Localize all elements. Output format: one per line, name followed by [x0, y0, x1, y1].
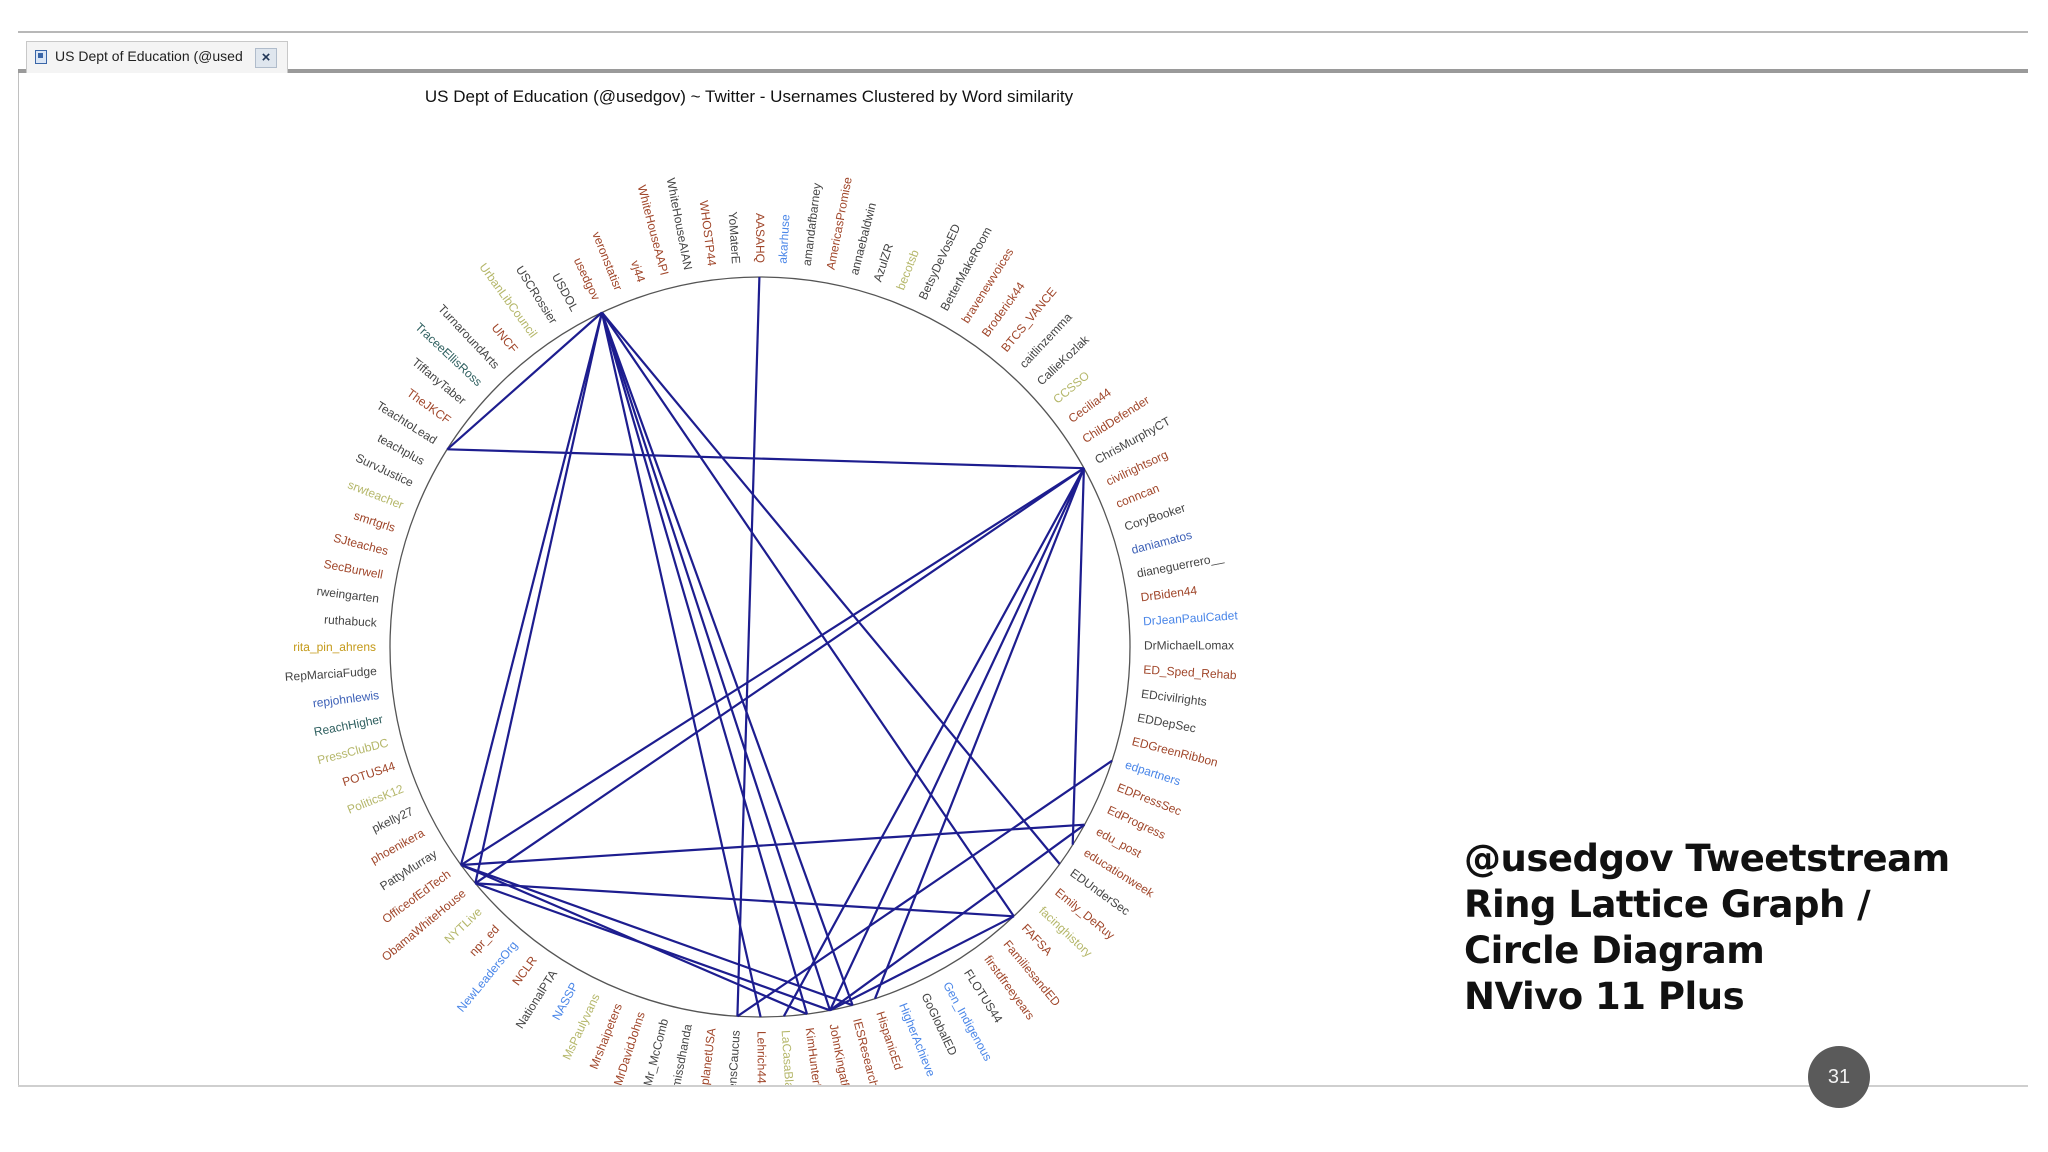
node-label[interactable]: edpartners	[1124, 758, 1183, 789]
node-label[interactable]: ruthabuck	[324, 613, 378, 630]
node-label[interactable]: KimHunterReed	[803, 1027, 828, 1085]
node-label[interactable]: MAWomensCaucus	[722, 1030, 742, 1085]
node-label[interactable]: DrBiden44	[1140, 583, 1198, 604]
diagram-title: US Dept of Education (@usedgov) ~ Twitte…	[424, 87, 1074, 106]
node-label[interactable]: TurnaroundArts	[435, 302, 502, 372]
node-label[interactable]: AzulZR	[871, 241, 897, 283]
node-label[interactable]: MedplanetUSA	[695, 1027, 719, 1085]
node-label[interactable]: rita_pin_ahrens	[293, 640, 376, 654]
node-label[interactable]: smrtgrls	[352, 508, 397, 534]
node-label[interactable]: dianeguerrero__	[1136, 550, 1225, 580]
window-top-border	[18, 31, 2028, 33]
document-tab[interactable]: US Dept of Education (@used ×	[26, 41, 288, 73]
diagram-canvas: US Dept of Education (@usedgov) ~ Twitte…	[18, 73, 2029, 1085]
node-label[interactable]: WhiteHouseAIAN	[664, 177, 695, 271]
edge-line	[460, 467, 1085, 866]
node-label[interactable]: pkelly27	[370, 804, 416, 836]
node-label[interactable]: ED_Sped_Rehab	[1143, 663, 1237, 683]
edge-line	[474, 467, 1085, 885]
document-tab-bar: US Dept of Education (@used ×	[18, 33, 2028, 73]
node-label[interactable]: RepMarciaFudge	[284, 664, 377, 684]
node-label[interactable]: AASAHQ	[753, 213, 767, 263]
slide-page-number: 31	[1808, 1046, 1870, 1108]
node-label[interactable]: CoryBooker	[1123, 501, 1188, 534]
node-label[interactable]: Lehrich44	[755, 1031, 769, 1084]
edge-line	[459, 312, 603, 866]
node-label[interactable]: NASSP	[549, 980, 581, 1022]
edge-line	[600, 312, 832, 1011]
circle-diagram: akarhuse amandafbarney AmericasPromiseanna…	[284, 176, 1239, 1085]
node-label[interactable]: vj44	[628, 259, 648, 285]
edge-line	[829, 467, 1085, 1011]
edge-line	[601, 311, 1061, 865]
node-label[interactable]: daniamatos	[1130, 528, 1194, 557]
node-label[interactable]: YoMaterE	[726, 211, 743, 264]
caption-line-4: NVivo 11 Plus	[1464, 975, 1745, 1018]
node-label[interactable]: WHOSTP44	[697, 200, 719, 268]
edge-line	[600, 311, 1015, 917]
node-label[interactable]: akarhuse	[776, 214, 793, 264]
node-label[interactable]: JohnKingatED	[827, 1023, 855, 1085]
edge-line	[474, 882, 831, 1012]
node-label[interactable]: NewLeadersOrg	[454, 938, 520, 1014]
edge-line	[829, 823, 1086, 1012]
edge-line	[736, 759, 1113, 1018]
window-bottom-border	[18, 1085, 2028, 1087]
caption-line-3: Circle Diagram	[1464, 929, 1765, 972]
edge-line	[447, 448, 1084, 470]
edge-line	[829, 915, 1015, 1012]
node-label[interactable]: DrJeanPaulCadet	[1143, 608, 1239, 628]
node-label[interactable]: EDDepSec	[1136, 711, 1197, 736]
edge-line	[474, 312, 603, 884]
node-label[interactable]: rweingarten	[316, 584, 380, 606]
node-label[interactable]: EDcivilrights	[1140, 687, 1207, 709]
node-label[interactable]: POTUS44	[341, 759, 398, 789]
node-label[interactable]: Mr_McComb	[641, 1017, 672, 1085]
node-label[interactable]: HispanicEd	[873, 1010, 905, 1072]
node-label[interactable]: missdhanda	[669, 1023, 695, 1085]
edge-line	[600, 312, 854, 1006]
edge-line	[782, 467, 1085, 1017]
document-icon	[35, 50, 47, 64]
slide-caption: @usedgov Tweetstream Ring Lattice Graph …	[1464, 836, 1984, 1020]
edge-line	[460, 823, 1085, 867]
edge-line	[736, 276, 761, 1017]
node-label[interactable]: AmericasPromise	[824, 176, 855, 271]
node-label[interactable]: repjohnlewis	[312, 688, 380, 710]
caption-line-1: @usedgov Tweetstream	[1464, 837, 1950, 880]
node-label[interactable]: becotsb	[893, 247, 922, 292]
node-label[interactable]: DrMichaelLomax	[1144, 638, 1234, 652]
node-label[interactable]: amandafbarney	[800, 182, 824, 266]
ring-circle	[389, 276, 1131, 1018]
node-label[interactable]: SecBurwell	[323, 557, 385, 582]
caption-line-2: Ring Lattice Graph /	[1464, 883, 1871, 926]
edge-line	[1071, 468, 1085, 845]
node-label[interactable]: ReachHigher	[313, 712, 384, 739]
document-tab-label: US Dept of Education (@used	[55, 48, 243, 64]
node-label[interactable]: SJteaches	[332, 531, 390, 558]
node-label[interactable]: LaCasaBlanca44	[779, 1030, 799, 1085]
edge-line	[446, 311, 603, 451]
edge-line	[600, 312, 809, 1015]
edge-line	[600, 312, 762, 1018]
node-label[interactable]: conncan	[1114, 481, 1161, 511]
node-label[interactable]: IESResearch	[850, 1017, 881, 1085]
node-label[interactable]: UNCF	[489, 321, 521, 356]
node-label[interactable]: TraceeEllisRoss	[412, 320, 485, 389]
edge-line	[475, 882, 1014, 918]
node-label[interactable]: NCLR	[509, 953, 540, 988]
close-icon[interactable]: ×	[255, 48, 277, 68]
